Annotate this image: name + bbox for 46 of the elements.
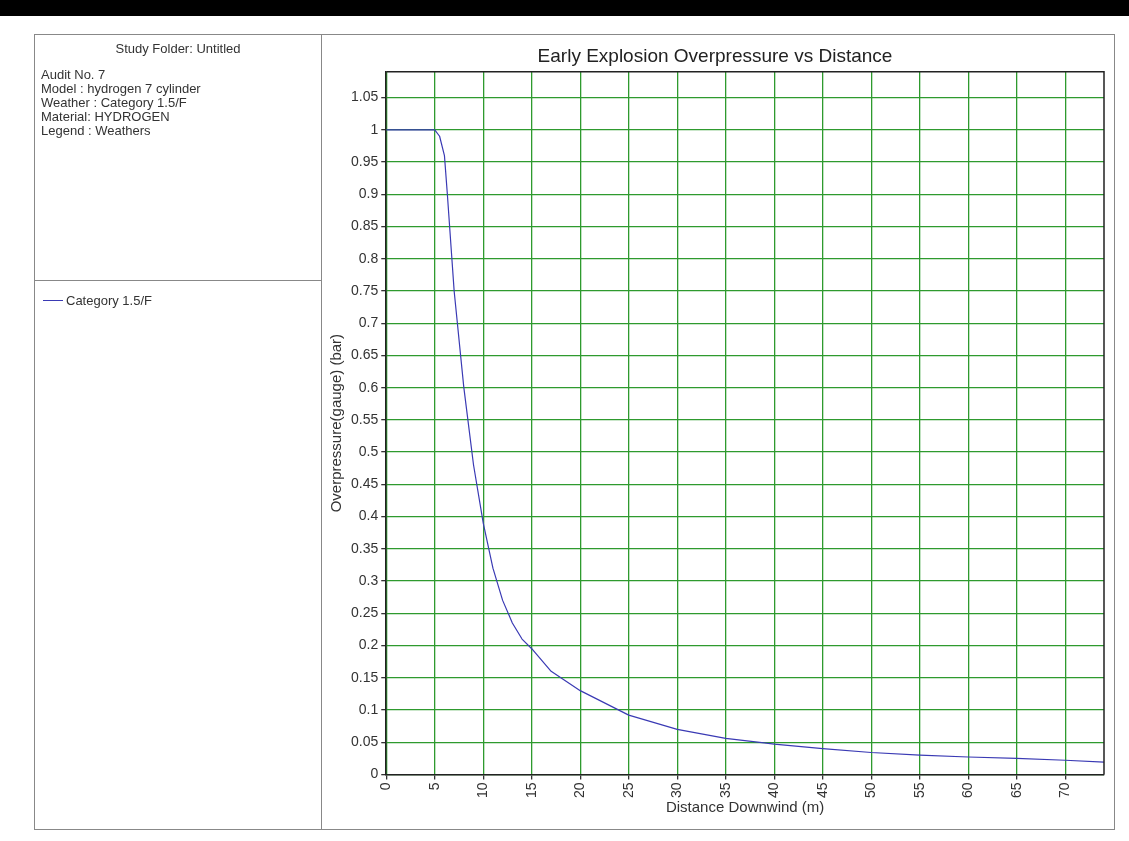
y-tick-label: 0.5 bbox=[358, 442, 379, 459]
x-axis-title: Distance Downwind (m) bbox=[665, 798, 825, 816]
text: Model : hydrogen 7 cylinder bbox=[40, 81, 202, 96]
y-tick-label: 1 bbox=[370, 120, 379, 137]
x-tick-label: 55 bbox=[910, 782, 927, 799]
x-tick-label: 45 bbox=[813, 782, 830, 799]
y-tick-label: 0.35 bbox=[351, 539, 379, 556]
x-tick-label: 10 bbox=[474, 782, 491, 799]
y-tick-label: 0.75 bbox=[351, 281, 379, 298]
y-tick-label: 0.7 bbox=[358, 314, 379, 331]
y-tick-label: 0.6 bbox=[358, 378, 379, 395]
x-tick-label: 0 bbox=[377, 782, 394, 791]
y-tick-label: 0.9 bbox=[358, 185, 379, 202]
text: Material: HYDROGEN bbox=[40, 109, 171, 124]
y-tick-label: 0.45 bbox=[351, 475, 379, 492]
y-tick-label: 0.95 bbox=[351, 152, 379, 169]
y-tick-label: 0.05 bbox=[351, 733, 379, 750]
y-tick-label: 0.3 bbox=[358, 571, 379, 588]
y-tick-label: 1.05 bbox=[351, 88, 379, 105]
y-tick-label: 0.55 bbox=[351, 410, 379, 427]
y-tick-label: 0.1 bbox=[358, 700, 379, 717]
text: Audit No. 7 bbox=[40, 67, 107, 82]
y-tick-label: 0.4 bbox=[358, 507, 379, 524]
x-tick-label: 50 bbox=[862, 782, 879, 799]
text: Weather : Category 1.5/F bbox=[40, 95, 187, 110]
y-tick-label: 0.2 bbox=[358, 636, 379, 653]
x-tick-label: 65 bbox=[1007, 782, 1024, 799]
y-tick-label: 0.15 bbox=[351, 668, 379, 685]
y-tick-label: 0.25 bbox=[351, 604, 379, 621]
x-tick-label: 40 bbox=[765, 782, 782, 799]
x-tick-label: 35 bbox=[716, 782, 733, 799]
legend-label: Category 1.5/F bbox=[66, 293, 152, 308]
y-tick-label: 0.85 bbox=[351, 217, 379, 234]
x-tick-label: 15 bbox=[522, 782, 539, 799]
x-tick-label: 5 bbox=[425, 782, 442, 791]
text: Legend : Weathers bbox=[40, 123, 152, 138]
x-tick-label: 30 bbox=[668, 782, 685, 799]
x-tick-label: 70 bbox=[1056, 782, 1073, 799]
chart-title: Early Explosion Overpressure vs Distance bbox=[537, 44, 893, 66]
y-tick-label: 0.65 bbox=[351, 346, 379, 363]
x-tick-label: 60 bbox=[959, 782, 976, 799]
text: Study Folder: Untitled bbox=[114, 41, 242, 56]
y-tick-label: 0.8 bbox=[358, 249, 379, 266]
x-tick-label: 20 bbox=[571, 782, 588, 799]
y-axis-title: Overpressure(gauge) (bar) bbox=[327, 333, 345, 513]
x-tick-label: 25 bbox=[619, 782, 636, 799]
